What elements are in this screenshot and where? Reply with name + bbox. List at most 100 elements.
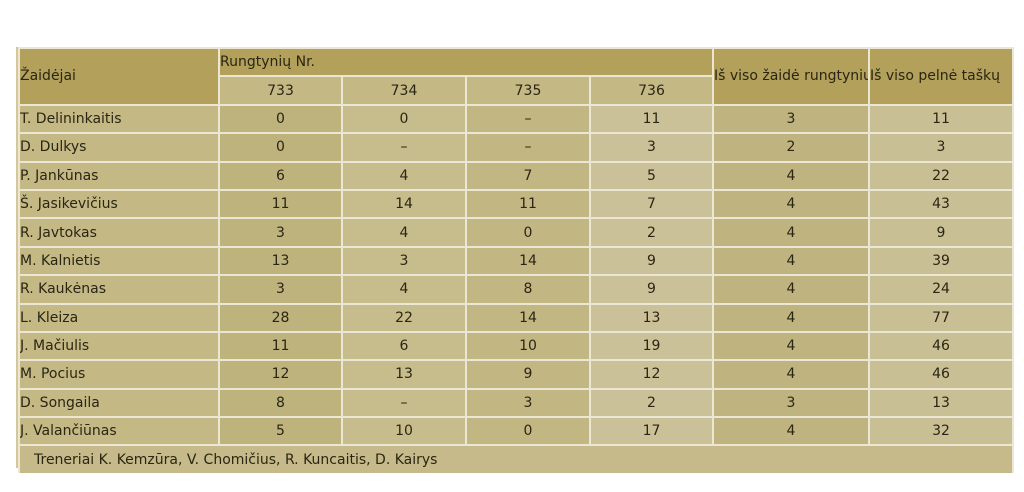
player-stats-table: Žaidėjai Rungtynių Nr. Iš viso žaidė run… [18,46,1014,473]
points-total-cell: 22 [868,160,1014,191]
match-733-cell: 6 [218,160,343,191]
match-734-cell: 4 [341,274,467,305]
player-name-cell: R. Kaukėnas [18,274,220,305]
points-total-cell: 32 [868,416,1014,447]
match-736-cell: 9 [589,245,714,277]
games-played-cell: 4 [712,274,870,305]
match-735-cell: 10 [465,330,591,362]
player-name-cell: L. Kleiza [18,302,220,333]
match-735-cell: 7 [465,160,591,191]
table-body: T. Delininkaitis 0 0–11 3 11 D. Dulkys 0– –3 2 3 P… [18,103,1014,447]
table-row: J. Valančiūnas 5 10 0 17 4 32 [18,416,1014,447]
player-name-cell: T. Delininkaitis [18,103,220,135]
match-733-cell: 3 [218,217,343,248]
table-row: J. Mačiulis 11 6 10 19 4 46 [18,330,1014,362]
games-played-cell: 2 [712,132,870,163]
match-734-cell: 22 [341,302,467,333]
match-736-cell: 2 [589,217,714,248]
match-736-cell: 5 [589,160,714,191]
table-row: Š. Jasikevičius 11 14 11 7 4 43 [18,188,1014,220]
player-name-cell: M. Kalnietis [18,245,220,277]
player-name-cell: R. Javtokas [18,217,220,248]
match-733-cell: 8 [218,387,343,419]
header-match-735: 735 [465,75,591,106]
table-row: D. Songaila 8–3 2 3 13 [18,387,1014,419]
match-733-cell: 0 [218,132,343,163]
match-735-cell: 0 [465,217,591,248]
match-734-cell: 3 [341,245,467,277]
coaches-footer: Treneriai K. Kemzūra, V. Chomičius, R. K… [18,444,1014,473]
points-total-cell: 24 [868,274,1014,305]
match-735-cell: 0 [465,416,591,447]
games-played-cell: 4 [712,217,870,248]
match-733-cell: 5 [218,416,343,447]
match-733-cell: 11 [218,188,343,220]
player-name-cell: J. Valančiūnas [18,416,220,447]
match-735-cell: 8 [465,274,591,305]
header-games-played: Iš viso žaidė rungtynių [712,47,870,106]
games-played-cell: 4 [712,359,870,390]
match-736-cell: 17 [589,416,714,447]
match-733-cell: 3 [218,274,343,305]
match-735-cell: – [465,132,591,163]
match-735-cell: 11 [465,188,591,220]
table-row: P. Jankūnas 6 4 7 5 4 22 [18,160,1014,191]
match-736-cell: 13 [589,302,714,333]
match-734-cell: 14 [341,188,467,220]
player-name-cell: D. Songaila [18,387,220,419]
match-736-cell: 3 [589,132,714,163]
games-played-cell: 4 [712,160,870,191]
match-736-cell: 12 [589,359,714,390]
player-name-cell: D. Dulkys [18,132,220,163]
table-row: L. Kleiza 28 22 14 13 4 77 [18,302,1014,333]
player-name-cell: J. Mačiulis [18,330,220,362]
match-734-cell: – [341,132,467,163]
points-total-cell: 46 [868,330,1014,362]
points-total-cell: 43 [868,188,1014,220]
games-played-cell: 4 [712,416,870,447]
match-735-cell: 9 [465,359,591,390]
match-736-cell: 11 [589,103,714,135]
table-row: M. Pocius 12 13 9 12 4 46 [18,359,1014,390]
points-total-cell: 11 [868,103,1014,135]
header-players: Žaidėjai [18,47,220,106]
player-name-cell: P. Jankūnas [18,160,220,191]
header-match-number: Rungtynių Nr. [218,46,714,78]
table-row: T. Delininkaitis 0 0–11 3 11 [18,103,1014,135]
match-734-cell: 10 [341,416,467,447]
match-734-cell: – [341,387,467,419]
header-match-734: 734 [341,75,467,106]
match-735-cell: 3 [465,387,591,419]
match-734-cell: 6 [341,330,467,362]
match-734-cell: 4 [341,217,467,248]
games-played-cell: 3 [712,103,870,135]
table-row: R. Javtokas 3 4 0 2 4 9 [18,217,1014,248]
match-735-cell: 14 [465,302,591,333]
player-name-cell: M. Pocius [18,359,220,390]
match-736-cell: 9 [589,274,714,305]
match-736-cell: 2 [589,387,714,419]
match-736-cell: 19 [589,330,714,362]
match-733-cell: 0 [218,103,343,135]
match-734-cell: 4 [341,160,467,191]
header-match-736: 736 [589,75,714,106]
match-735-cell: 14 [465,245,591,277]
match-736-cell: 7 [589,188,714,220]
match-733-cell: 28 [218,302,343,333]
points-total-cell: 9 [868,217,1014,248]
match-733-cell: 11 [218,330,343,362]
points-total-cell: 46 [868,359,1014,390]
match-735-cell: – [465,103,591,135]
games-played-cell: 4 [712,330,870,362]
games-played-cell: 4 [712,188,870,220]
match-733-cell: 12 [218,359,343,390]
points-total-cell: 3 [868,132,1014,163]
points-total-cell: 77 [868,302,1014,333]
games-played-cell: 4 [712,302,870,333]
header-points-total: Iš viso pelnė taškų [868,47,1014,106]
header-match-733: 733 [218,75,343,106]
points-total-cell: 39 [868,245,1014,277]
player-name-cell: Š. Jasikevičius [18,188,220,220]
table-row: R. Kaukėnas 3 4 8 9 4 24 [18,274,1014,305]
points-total-cell: 13 [868,387,1014,419]
